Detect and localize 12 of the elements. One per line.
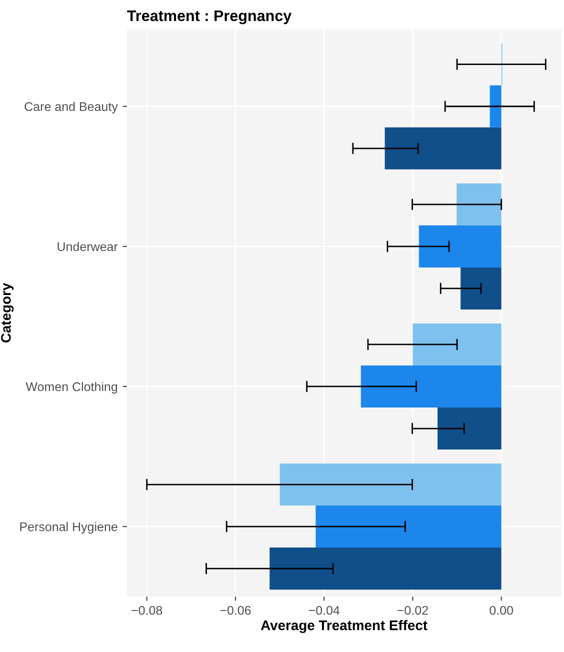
y-axis-title: Category [1,282,14,342]
y-tick-label: Care and Beauty [24,102,118,114]
y-tick-label: Personal Hygiene [20,522,118,534]
x-tick-label: 0.00 [490,606,514,615]
y-tick-label: Underwear [58,242,118,252]
chart-title: Treatment : Pregnancy [127,10,292,24]
x-tick-label: −0.04 [308,606,340,615]
x-axis-title: Average Treatment Effect [260,620,428,634]
x-tick-label: −0.02 [398,606,428,615]
y-tick-label: Women Clothing [26,382,118,394]
x-tick-label: −0.08 [132,606,162,615]
x-tick-label: −0.06 [220,606,251,615]
